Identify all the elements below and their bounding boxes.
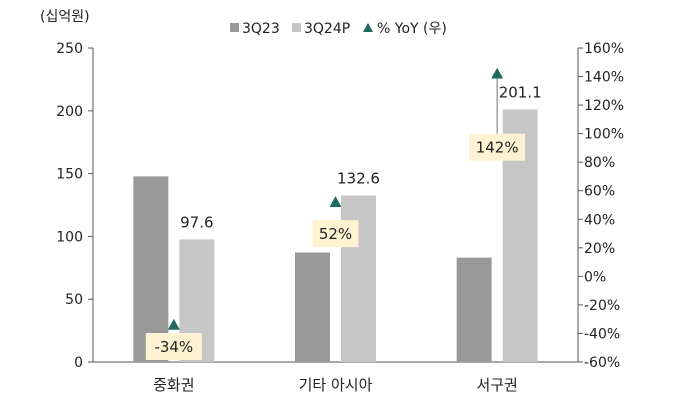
yoy-label: 142% bbox=[476, 139, 519, 157]
right-tick-label: 140% bbox=[584, 70, 624, 86]
left-tick-label: 100 bbox=[56, 229, 83, 245]
right-tick-label: 60% bbox=[584, 184, 615, 200]
legend-label-3Q23: 3Q23 bbox=[242, 21, 280, 37]
right-tick-label: 20% bbox=[584, 241, 615, 257]
legend-swatch-3Q24P bbox=[292, 23, 301, 32]
right-tick-label: 100% bbox=[584, 127, 624, 143]
yoy-label: 52% bbox=[319, 225, 352, 243]
bar-3Q23-서구권 bbox=[456, 257, 492, 362]
axes: 0 50 100 150 200 250 -60% -40% -20% 0% 20% 40% 60% 80… bbox=[56, 41, 624, 371]
value-labels: 97.6 132.6 201.1 bbox=[180, 83, 542, 231]
right-tick-label: -60% bbox=[584, 355, 620, 371]
left-tick-label: 250 bbox=[56, 41, 83, 57]
value-label: 201.1 bbox=[499, 83, 542, 101]
left-tick-label: 200 bbox=[56, 104, 83, 120]
value-label: 132.6 bbox=[337, 169, 380, 187]
legend-label-3Q24P: 3Q24P bbox=[304, 21, 350, 37]
right-tick-label: -20% bbox=[584, 298, 620, 314]
yoy-marker bbox=[329, 196, 342, 207]
legend-label-yoy: % YoY (우) bbox=[377, 21, 447, 37]
left-tick-label: 150 bbox=[56, 167, 83, 183]
yoy-marker bbox=[491, 67, 504, 79]
left-tick-label: 50 bbox=[65, 292, 83, 308]
value-label: 97.6 bbox=[180, 213, 213, 231]
category-labels: 중화권 기타 아시아 서구권 bbox=[153, 376, 518, 394]
right-tick-label: 0% bbox=[584, 269, 606, 285]
yoy-label-box bbox=[469, 133, 526, 161]
category-label: 중화권 bbox=[153, 376, 194, 394]
category-label: 기타 아시아 bbox=[299, 376, 373, 394]
category-label: 서구권 bbox=[476, 376, 517, 394]
bar-3Q23-중화권 bbox=[133, 176, 169, 362]
legend-yoy-marker bbox=[363, 23, 373, 32]
right-tick-label: 160% bbox=[584, 41, 624, 57]
right-tick-label: -40% bbox=[584, 326, 620, 342]
left-tick-label: 0 bbox=[74, 355, 83, 371]
right-tick-label: 120% bbox=[584, 98, 624, 114]
yoy-marker bbox=[167, 318, 180, 330]
bar-3Q23-기타 아시아 bbox=[295, 252, 330, 362]
yoy-label-box bbox=[145, 333, 202, 360]
unit-label: (십억원) bbox=[40, 9, 90, 25]
yoy-layer: -34% 52% 142% bbox=[145, 67, 526, 360]
yoy-label: -34% bbox=[154, 338, 193, 356]
yoy-label-box bbox=[312, 220, 359, 248]
right-tick-label: 40% bbox=[584, 212, 615, 228]
right-tick-label: 80% bbox=[584, 155, 615, 171]
legend: 3Q23 3Q24P % YoY (우) bbox=[230, 21, 447, 37]
legend-swatch-3Q23 bbox=[230, 23, 239, 32]
